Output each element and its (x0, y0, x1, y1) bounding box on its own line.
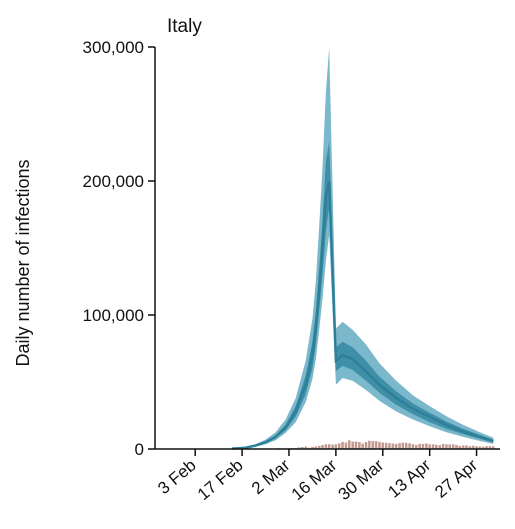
reported-bar (485, 446, 488, 449)
reported-bar (324, 444, 328, 449)
median-line (231, 180, 494, 450)
reported-bar (314, 446, 318, 449)
reported-bar (358, 442, 361, 449)
x-tick-label: 30 Mar (335, 455, 388, 504)
reported-bar (304, 446, 308, 449)
x-tick-label: 2 Mar (248, 455, 294, 498)
y-tick-label: 300,000 (83, 38, 144, 57)
reported-bar (341, 441, 344, 449)
x-tick-label: 27 Apr (431, 455, 481, 501)
reported-bar (364, 442, 368, 449)
reported-bar (438, 445, 442, 449)
y-tick-label: 0 (135, 440, 144, 459)
y-tick-label: 100,000 (83, 306, 144, 325)
reported-bar (381, 442, 385, 449)
reported-bar (421, 443, 425, 449)
chart-title: Italy (167, 16, 202, 37)
reported-bar (441, 443, 445, 449)
reported-bar (317, 445, 321, 449)
reported-bar (331, 444, 334, 449)
y-tick-label: 200,000 (83, 172, 144, 191)
reported-bar (448, 444, 452, 449)
reported-bar (475, 446, 478, 449)
reported-bar (478, 446, 482, 449)
reported-bar (435, 444, 438, 449)
reported-bar (461, 445, 465, 449)
reported-bar (405, 442, 408, 449)
reported-bar (361, 443, 364, 449)
reported-bar (327, 444, 331, 449)
reported-bar (431, 444, 435, 449)
reported-bar (384, 442, 388, 449)
reported-bar (445, 444, 448, 449)
reported-bar (388, 443, 391, 449)
reported-bar (344, 442, 348, 449)
reported-bar (394, 443, 398, 449)
reported-bar (451, 444, 455, 449)
outer-interval-band (232, 47, 494, 449)
reported-bar (371, 441, 375, 449)
reported-bar (425, 443, 428, 449)
reported-bar (378, 442, 381, 449)
reported-bar (468, 446, 472, 449)
reported-bar (354, 441, 358, 449)
reported-bar (415, 445, 418, 449)
reported-bar (338, 443, 341, 449)
reported-bar (455, 445, 458, 449)
x-tick-label: 17 Feb (194, 456, 247, 505)
reported-bar (482, 446, 485, 449)
inner-interval-band (232, 140, 494, 449)
reported-bar (492, 446, 495, 449)
reported-bar (351, 441, 354, 449)
reported-bar (411, 444, 415, 449)
reported-bar (408, 443, 411, 449)
reported-bar (401, 442, 405, 449)
reported-bar (334, 444, 338, 449)
reported-bar (311, 446, 314, 449)
x-tick-label: 13 Apr (384, 455, 434, 501)
reported-bar (374, 441, 378, 449)
reported-bar (428, 444, 431, 449)
reported-bar (418, 443, 421, 449)
reported-bar (488, 446, 492, 449)
reported-bar (368, 440, 371, 449)
reported-bar (391, 443, 395, 449)
reported-bar (321, 445, 324, 449)
y-axis-title: Daily number of infections (13, 159, 33, 366)
reported-bar (398, 443, 401, 449)
reported-bar (471, 445, 475, 449)
reported-bar (458, 445, 462, 449)
reported-bar (301, 447, 304, 449)
reported-bar (465, 445, 468, 449)
reported-bar (297, 447, 301, 449)
x-tick-label: 16 Mar (288, 455, 341, 504)
reported-bar (348, 440, 351, 449)
x-tick-label: 3 Feb (154, 456, 200, 499)
